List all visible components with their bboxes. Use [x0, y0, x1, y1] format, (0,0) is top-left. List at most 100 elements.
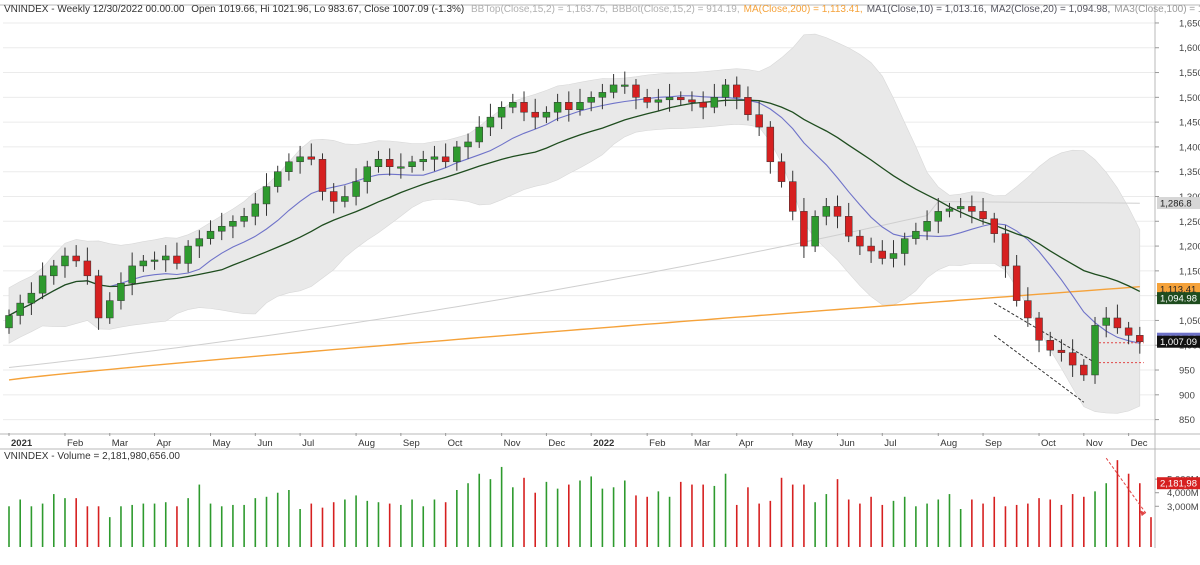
- candle-body: [117, 283, 125, 301]
- candle-body: [531, 111, 539, 118]
- candle: [5, 309, 13, 334]
- candle-body: [755, 114, 763, 128]
- candle-body: [878, 250, 887, 259]
- candle: [576, 88, 584, 116]
- candle: [441, 143, 450, 168]
- candle: [38, 262, 47, 300]
- candle-body: [1035, 317, 1043, 341]
- candle: [1001, 225, 1010, 278]
- candle-body: [251, 203, 260, 217]
- candle: [464, 133, 472, 159]
- indicator-label: MA(Close,200) = 1,113.41,: [744, 4, 863, 15]
- volume-panel: [8, 457, 1152, 547]
- price-tag: 1,007.09: [1157, 335, 1200, 348]
- candle: [912, 222, 920, 245]
- candle: [27, 282, 36, 315]
- price-tick-label: 1,600: [1179, 43, 1200, 54]
- time-tick-label: 2021: [11, 438, 33, 449]
- candle: [363, 160, 371, 194]
- candle-body: [800, 211, 808, 247]
- candle-body: [497, 106, 506, 118]
- time-tick-label: 2022: [593, 438, 614, 449]
- candle-body: [397, 166, 405, 169]
- candle-body: [665, 97, 674, 101]
- candle-body: [352, 181, 360, 197]
- candle: [1035, 312, 1043, 353]
- moving-average-lines: [8, 95, 1141, 381]
- candle-body: [229, 221, 237, 227]
- time-tick-label: Feb: [67, 438, 83, 449]
- candle: [598, 83, 607, 110]
- candle: [408, 155, 416, 173]
- candle-body: [609, 84, 618, 93]
- candle: [934, 197, 942, 234]
- candle-body: [419, 159, 427, 163]
- wedge-lower: [993, 334, 1085, 403]
- wedge-upper: [994, 302, 1096, 364]
- candle: [867, 237, 875, 263]
- candle: [900, 232, 909, 266]
- candle-body: [934, 211, 942, 222]
- ma20-line: [8, 99, 1141, 317]
- candle-body: [1012, 265, 1021, 301]
- price-axis: 8509009501,0001,0501,1001,1501,2001,2501…: [1155, 18, 1200, 426]
- candle: [385, 148, 394, 176]
- candle: [531, 98, 539, 130]
- time-tick-label: Mar: [694, 438, 710, 449]
- candle: [352, 168, 360, 206]
- candle: [486, 103, 495, 137]
- candle-body: [509, 102, 517, 108]
- candle: [1102, 307, 1110, 338]
- candle-body: [195, 238, 204, 247]
- candle-body: [50, 265, 58, 277]
- candle-body: [128, 265, 136, 284]
- time-tick-label: Jul: [302, 438, 314, 449]
- candle: [218, 212, 226, 241]
- candle-body: [520, 102, 528, 113]
- time-tick-label: Feb: [649, 438, 665, 449]
- ma10-line: [8, 95, 1140, 344]
- candle-body: [856, 235, 864, 247]
- candle-body: [1024, 300, 1032, 319]
- candle: [654, 88, 663, 112]
- candle: [968, 195, 976, 224]
- candle: [475, 116, 483, 148]
- candle-body: [106, 300, 114, 319]
- candle-body: [1001, 233, 1010, 267]
- candle-body: [363, 166, 371, 182]
- candle-body: [83, 260, 92, 277]
- candle: [430, 145, 439, 172]
- candle: [665, 83, 674, 112]
- price-tick-label: 1,400: [1179, 142, 1200, 153]
- candle-body: [945, 208, 954, 212]
- price-tag-bg: [1157, 292, 1200, 305]
- time-tick-label: Aug: [358, 438, 375, 449]
- candle-body: [27, 292, 36, 304]
- price-tick-label: 850: [1179, 415, 1195, 426]
- candle-body: [475, 126, 483, 143]
- candle: [307, 143, 316, 166]
- candle-body: [721, 84, 730, 98]
- candle-body: [5, 315, 13, 329]
- candle: [1113, 304, 1122, 334]
- price-tick-label: 950: [1179, 366, 1195, 377]
- candle-body: [789, 181, 797, 212]
- candle: [16, 294, 24, 325]
- candle: [979, 197, 987, 225]
- candle-body: [844, 216, 853, 237]
- volume-trend-arrow: [1139, 510, 1146, 517]
- candle: [889, 240, 898, 268]
- indicator-label: MA1(Close,10) = 1,013.16,: [867, 4, 987, 15]
- indicator-label: MA2(Close,20) = 1,094.98,: [990, 4, 1110, 15]
- candle: [285, 153, 293, 181]
- time-tick-label: Dec: [1131, 438, 1148, 449]
- candle: [419, 150, 427, 171]
- volume-panel-title: VNINDEX - Volume = 2,181,980,656.00: [4, 451, 180, 462]
- price-tick-label: 1,450: [1179, 118, 1200, 129]
- candle-body: [441, 156, 450, 163]
- candle: [721, 78, 730, 107]
- candle-body: [285, 161, 293, 172]
- candle: [621, 71, 629, 94]
- indicator-label: MA3(Close,100) = 1,286.80: [1114, 4, 1200, 15]
